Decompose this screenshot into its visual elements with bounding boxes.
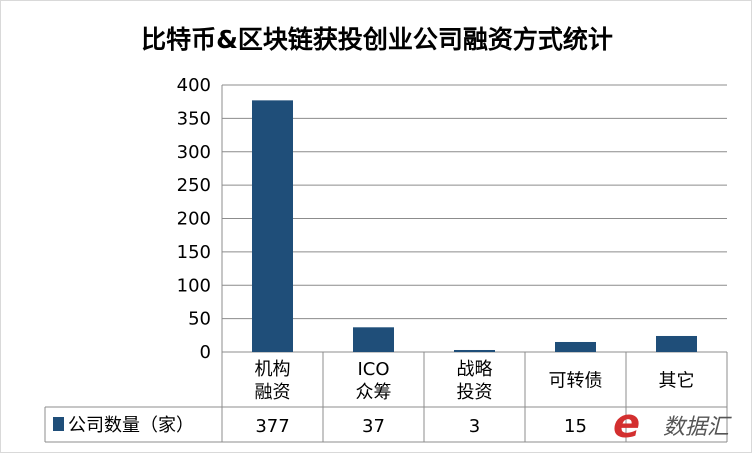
category-label-1-1: 众筹: [356, 382, 392, 403]
legend-series-name: 公司数量（家）: [68, 415, 194, 436]
bar-2: [454, 349, 495, 352]
y-axis-ticks: 0 50 100 150 200 250 300 350 400: [177, 75, 211, 363]
y-tick-label-150: 150: [177, 242, 211, 263]
bar-1: [353, 327, 394, 352]
table-value-0: 377: [255, 416, 289, 437]
watermark: e 数据汇: [613, 401, 732, 447]
table-value-2: 3: [469, 416, 480, 437]
y-tick-label-400: 400: [177, 75, 211, 96]
category-label-2-1: 投资: [457, 382, 493, 403]
y-tick-label-250: 250: [177, 175, 211, 196]
legend-swatch: [53, 417, 64, 431]
category-label-3-0: 可转债: [549, 371, 603, 392]
category-label-1-0: ICO: [357, 359, 389, 380]
category-label-0-0: 机构: [255, 359, 291, 380]
watermark-text: 数据汇: [663, 415, 732, 440]
y-tick-label-0: 0: [200, 342, 211, 363]
data-table: 公司数量（家） 377 37 3 15: [44, 352, 728, 443]
grid-lines: [221, 84, 727, 353]
bar-3: [555, 341, 596, 352]
y-tick-label-50: 50: [188, 309, 211, 330]
y-tick-label-100: 100: [177, 275, 211, 296]
y-tick-label-350: 350: [177, 108, 211, 129]
bar-0: [252, 100, 293, 352]
table-value-3: 15: [564, 416, 587, 437]
category-label-2-0: 战略: [457, 359, 493, 380]
table-value-1: 37: [362, 416, 385, 437]
chart-title: 比特币&区块链获投创业公司融资方式统计: [141, 25, 613, 54]
bar-4: [656, 335, 697, 352]
y-tick-label-200: 200: [177, 209, 211, 230]
category-label-4-0: 其它: [659, 371, 695, 392]
watermark-logo: e: [613, 401, 640, 447]
category-label-0-1: 融资: [255, 382, 291, 403]
bars: [252, 100, 697, 352]
y-tick-label-300: 300: [177, 142, 211, 163]
